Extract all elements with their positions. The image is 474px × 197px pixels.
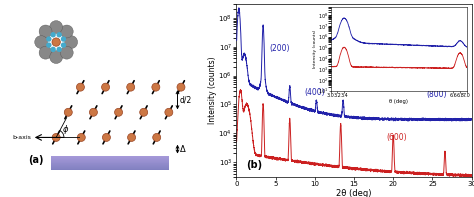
Text: ϕ: ϕ	[63, 125, 68, 134]
Circle shape	[52, 133, 60, 141]
Circle shape	[101, 83, 109, 91]
Text: (400): (400)	[305, 88, 325, 97]
Text: Δ: Δ	[180, 145, 186, 154]
Circle shape	[61, 42, 66, 48]
Circle shape	[140, 108, 148, 116]
Circle shape	[127, 83, 135, 91]
Text: b-axis: b-axis	[12, 135, 31, 140]
Circle shape	[52, 38, 60, 46]
Ellipse shape	[39, 25, 52, 38]
Ellipse shape	[60, 25, 73, 38]
Circle shape	[115, 108, 123, 116]
Circle shape	[56, 47, 62, 52]
Text: (800): (800)	[426, 90, 447, 99]
Text: d/2: d/2	[180, 95, 192, 104]
Ellipse shape	[50, 21, 63, 33]
Circle shape	[165, 108, 173, 116]
Circle shape	[77, 133, 85, 141]
Circle shape	[46, 36, 52, 42]
X-axis label: 2θ (deg): 2θ (deg)	[336, 189, 372, 197]
Text: (a): (a)	[28, 155, 44, 165]
Bar	[51, 167, 169, 168]
Circle shape	[61, 36, 66, 42]
Ellipse shape	[50, 51, 63, 63]
Circle shape	[128, 133, 136, 141]
Bar	[51, 162, 169, 163]
Text: (b): (b)	[246, 160, 262, 170]
Bar	[51, 166, 169, 167]
Ellipse shape	[35, 36, 47, 48]
Circle shape	[76, 83, 84, 91]
Bar	[51, 157, 169, 158]
Circle shape	[46, 42, 52, 48]
Bar	[51, 165, 169, 166]
Ellipse shape	[60, 46, 73, 59]
Text: (200): (200)	[269, 44, 290, 53]
Circle shape	[102, 133, 110, 141]
Text: (600): (600)	[387, 133, 408, 142]
Bar	[51, 169, 169, 170]
Bar	[51, 168, 169, 169]
Bar	[51, 156, 169, 157]
Circle shape	[56, 32, 62, 37]
Bar	[51, 164, 169, 165]
Ellipse shape	[39, 46, 52, 59]
Circle shape	[152, 83, 160, 91]
Circle shape	[50, 47, 56, 52]
Bar	[51, 158, 169, 159]
Bar	[51, 160, 169, 161]
Bar	[51, 161, 169, 162]
Bar	[51, 159, 169, 160]
Bar	[51, 163, 169, 164]
Ellipse shape	[64, 36, 78, 48]
Y-axis label: Intensity (counts): Intensity (counts)	[208, 57, 217, 125]
Circle shape	[153, 133, 161, 141]
Circle shape	[177, 83, 185, 91]
Circle shape	[50, 32, 56, 37]
Circle shape	[64, 108, 72, 116]
Circle shape	[90, 108, 98, 116]
